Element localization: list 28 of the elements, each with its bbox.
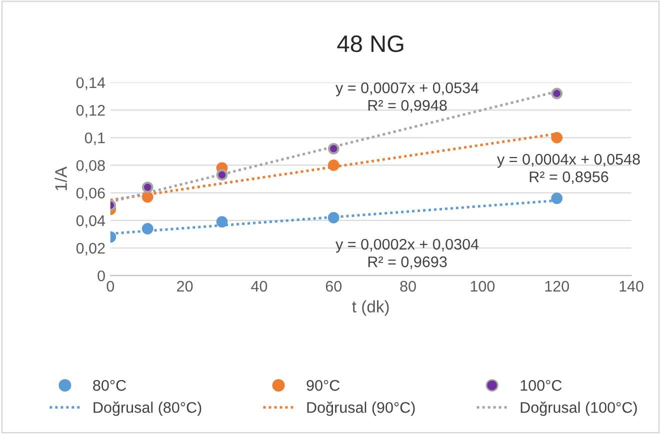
x-tick-label: 0 (106, 280, 114, 292)
annotation: y = 0,0007x + 0,0534 R² = 0,9948 (336, 82, 479, 113)
legend-label: Doğrusal (90°C) (307, 401, 415, 416)
legend-label: 90°C (306, 380, 340, 391)
x-tick-label: 80 (400, 280, 416, 292)
x-tick-label: 120 (545, 280, 569, 292)
y-tick-label: 0,04 (76, 215, 106, 228)
annotation: y = 0,0002x + 0,0304 R² = 0,9693 (336, 238, 479, 270)
y-tick-label: 0,06 (76, 188, 105, 200)
y-axis-title: 1/A (54, 166, 67, 190)
y-tick-label: 0,14 (76, 77, 106, 90)
legend-label: 100°C (520, 380, 562, 391)
x-tick-label: 140 (620, 280, 644, 292)
annotation: y = 0,0004x + 0,0548 R² = 0,8956 (497, 154, 640, 184)
legend-label: Doğrusal (80°C) (94, 401, 202, 416)
chart-title: 48 NG (337, 35, 404, 52)
y-tick-label: 0 (98, 270, 105, 282)
y-tick-label: 0,08 (76, 160, 105, 173)
x-axis-title: t (dk) (352, 300, 389, 316)
x-tick-label: 40 (251, 280, 268, 292)
x-tick-label: 100 (470, 280, 495, 292)
x-tick-label: 20 (177, 280, 193, 292)
x-tick-label: 60 (326, 280, 342, 292)
y-tick-label: 0,12 (76, 104, 105, 118)
y-tick-label: 0,02 (76, 242, 105, 256)
legend-label: Doğrusal (100°C) (520, 401, 637, 416)
legend-label: 80°C (93, 380, 126, 391)
y-tick-label: 0,1 (84, 132, 105, 146)
